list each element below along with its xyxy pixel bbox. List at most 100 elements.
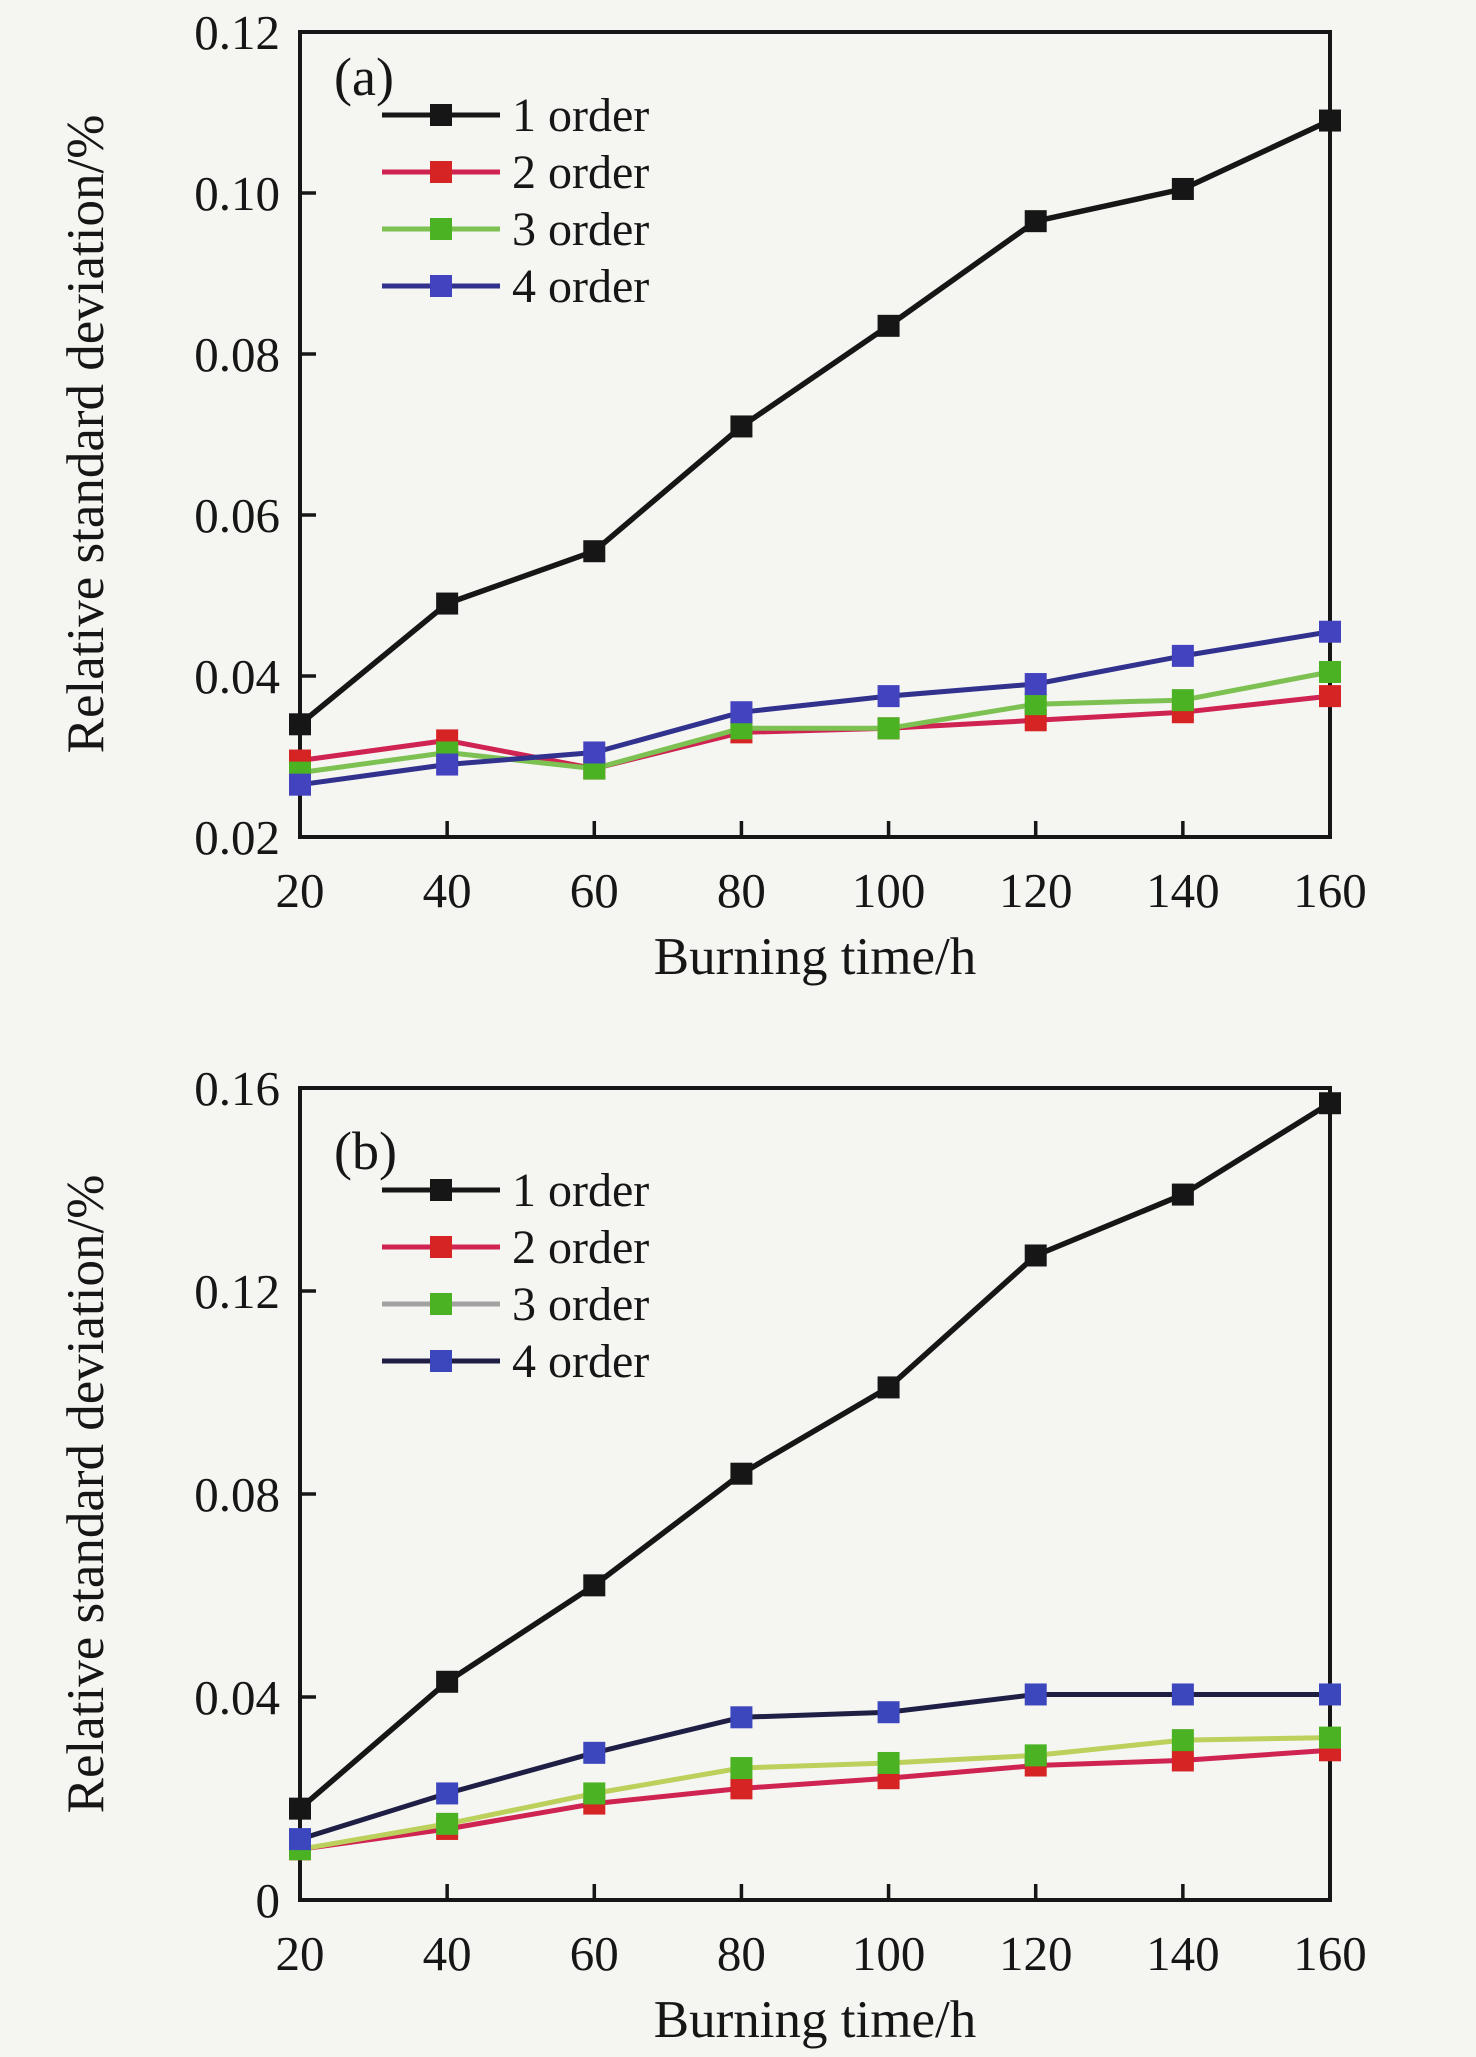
series-marker-3-order (1319, 660, 1341, 683)
x-tick-label: 160 (1293, 863, 1367, 918)
series-marker-1-order (877, 314, 900, 337)
legend-label: 1 order (512, 1164, 649, 1217)
legend-marker (430, 1236, 452, 1258)
series-marker-1-order (436, 592, 459, 615)
series-line-3-order (297, 1735, 1333, 1852)
legend-marker (430, 104, 452, 126)
series-marker-1-order (436, 1670, 459, 1693)
series-marker-3-order (730, 1757, 753, 1780)
series-marker-4-order (1024, 1683, 1047, 1706)
x-tick-label: 80 (717, 1926, 766, 1981)
series-marker-3-order (1024, 1744, 1047, 1767)
series-marker-1-order (877, 1376, 900, 1399)
series-marker-4-order (1171, 644, 1194, 667)
panel-b-label: (b) (334, 1121, 397, 1181)
series-marker-4-order (1319, 620, 1341, 643)
series-marker-1-order (289, 713, 311, 736)
y-tick-label: 0.16 (194, 1061, 280, 1116)
legend-label: 1 order (512, 89, 649, 142)
series-marker-3-order (1171, 1729, 1194, 1752)
series-marker-4-order (583, 1741, 606, 1764)
series-marker-2-order (1319, 685, 1341, 708)
x-tick-label: 120 (999, 1926, 1073, 1981)
series-marker-3-order (1171, 689, 1194, 712)
legend-label: 3 order (512, 1278, 649, 1331)
x-tick-label: 140 (1146, 1926, 1220, 1981)
series-marker-4-order (1171, 1683, 1194, 1706)
y-axis-title-b: Relative standard deviation/% (57, 1175, 115, 1814)
legend-marker (430, 218, 452, 240)
x-tick-label: 20 (276, 863, 325, 918)
series-marker-1-order (583, 540, 606, 563)
x-tick-label: 120 (999, 863, 1073, 918)
series-marker-1-order (583, 1574, 606, 1597)
series-marker-1-order (1024, 1244, 1047, 1267)
series-marker-3-order (436, 1812, 459, 1835)
series-marker-1-order (730, 1462, 753, 1485)
legend-marker (430, 1179, 452, 1201)
series-marker-3-order (583, 1782, 606, 1805)
x-tick-label: 60 (570, 863, 619, 918)
y-tick-label: 0.08 (194, 327, 280, 382)
y-tick-label: 0.12 (194, 5, 280, 60)
x-axis-title-a: Burning time/h (654, 928, 976, 986)
y-tick-label: 0.10 (194, 166, 280, 221)
chart-panel-a: 20 40 60 80 100 120 140 160 0.02 0.04 0.06 0.08 0.10… (57, 5, 1367, 986)
plot-box (298, 1086, 1332, 1902)
series-line-2-order (297, 1747, 1333, 1852)
x-tick-label: 140 (1146, 863, 1220, 918)
legend-label: 3 order (512, 203, 649, 256)
x-tick-label: 100 (852, 863, 926, 918)
series-line-3-order (297, 669, 1333, 776)
y-tick-label: 0.04 (194, 649, 280, 704)
series-marker-2-order (1171, 1749, 1194, 1772)
legend-marker (430, 161, 452, 183)
x-axis-title-b: Burning time/h (654, 1991, 976, 2049)
y-tick-label: 0.12 (194, 1264, 280, 1319)
x-tick-label: 40 (423, 1926, 472, 1981)
series-marker-1-order (289, 1797, 311, 1820)
x-tick-label: 20 (276, 1926, 325, 1981)
y-tick-label: 0.06 (194, 488, 280, 543)
y-tick-label: 0.04 (194, 1670, 280, 1725)
series-marker-4-order (583, 741, 606, 764)
series-marker-1-order (1319, 1092, 1341, 1115)
series-marker-1-order (1171, 177, 1194, 200)
series-marker-1-order (1319, 109, 1341, 132)
series-marker-3-order (877, 1751, 900, 1774)
series-marker-4-order (1319, 1683, 1341, 1706)
series-marker-4-order (877, 1701, 900, 1724)
legend-marker (430, 1293, 452, 1315)
series-marker-4-order (289, 1828, 311, 1851)
series-marker-4-order (877, 685, 900, 708)
panel-a-label: (a) (334, 47, 394, 107)
series-marker-4-order (730, 701, 753, 724)
series-marker-3-order (1319, 1726, 1341, 1749)
series-marker-4-order (730, 1706, 753, 1729)
y-tick-label: 0 (256, 1873, 281, 1928)
plot-a: 20 40 60 80 100 120 140 160 0.02 0.04 0.06 0.08 0.10… (194, 5, 1367, 918)
x-tick-label: 40 (423, 863, 472, 918)
legend-label: 4 order (512, 260, 649, 313)
series-marker-4-order (289, 773, 311, 796)
series-marker-3-order (1024, 693, 1047, 716)
series-line-4-order (297, 1692, 1333, 1842)
legend-marker (430, 275, 452, 297)
legend-label: 4 order (512, 1335, 649, 1388)
series-marker-4-order (436, 753, 459, 776)
legend-label: 2 order (512, 1221, 649, 1274)
legend-label: 2 order (512, 146, 649, 199)
series-line-4-order (297, 629, 1333, 788)
series-line-1-order (297, 117, 1333, 728)
series-marker-1-order (730, 415, 753, 438)
series-marker-1-order (1171, 1183, 1194, 1206)
legend-marker (430, 1350, 452, 1372)
chart-panel-b: 20 40 60 80 100 120 140 160 0 0.04 0.08 0.12 0.16 1 o… (57, 1061, 1367, 2049)
y-axis-title-a: Relative standard deviation/% (57, 115, 115, 754)
x-tick-label: 80 (717, 863, 766, 918)
series-marker-4-order (1024, 673, 1047, 696)
series-marker-2-order (730, 1777, 753, 1800)
y-tick-label: 0.08 (194, 1467, 280, 1522)
series-line-1-order (297, 1100, 1333, 1812)
